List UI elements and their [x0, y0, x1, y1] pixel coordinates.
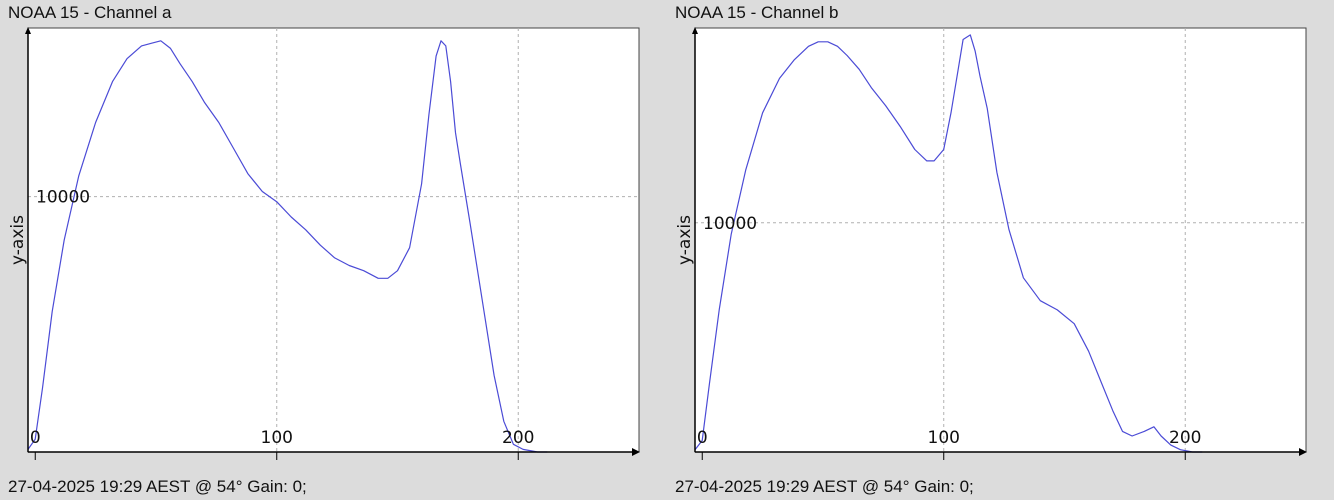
x-axis-arrow	[632, 448, 640, 456]
y-axis-arrow	[25, 27, 31, 34]
series-line	[694, 34, 1203, 453]
y-axis-title: y-axis	[8, 215, 28, 265]
plot-area	[27, 27, 640, 453]
series-line	[27, 40, 548, 453]
chart-title: NOAA 15 - Channel a	[8, 3, 172, 22]
chart-title: NOAA 15 - Channel b	[675, 3, 839, 22]
x-tick-label: 0	[30, 428, 41, 448]
y-tick-label: 10000	[36, 188, 90, 208]
x-axis-arrow	[1299, 448, 1307, 456]
x-tick-label: 100	[928, 428, 960, 448]
chart-footer: 27-04-2025 19:29 AEST @ 54° Gain: 0;	[8, 477, 307, 496]
y-axis-arrow	[692, 27, 698, 34]
x-tick-label: 200	[502, 428, 534, 448]
x-tick-label: 200	[1169, 428, 1201, 448]
chart-panel-b: NOAA 15 - Channel b 0 100 200 10000 y-axis 2…	[667, 0, 1327, 500]
x-tick-label: 100	[261, 428, 293, 448]
y-tick-label: 10000	[703, 214, 757, 234]
chart-panel-a: NOAA 15 - Channel a 0 100 200 10000 y-axis 2…	[0, 0, 660, 500]
x-tick-label: 0	[697, 428, 708, 448]
chart-footer: 27-04-2025 19:29 AEST @ 54° Gain: 0;	[675, 477, 974, 496]
chart-svg: 0 100 200 10000 y-axis	[8, 27, 640, 460]
plot-area	[694, 27, 1307, 453]
y-axis-title: y-axis	[675, 215, 695, 265]
chart-svg: 0 100 200 10000 y-axis	[675, 27, 1307, 460]
